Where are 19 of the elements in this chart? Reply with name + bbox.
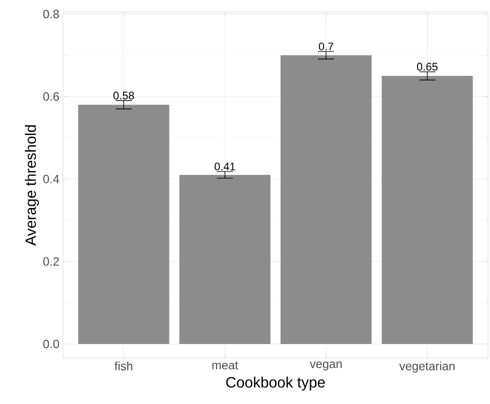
data-label: 0.58 [113, 92, 134, 100]
y-tick-label: 0.8 [43, 10, 59, 18]
x-axis-title: Cookbook type [226, 376, 325, 391]
y-axis-title: Average threshold [24, 125, 39, 246]
y-tick-label: 0.4 [43, 174, 60, 184]
y-tick-label: 0.0 [43, 340, 60, 348]
x-tick-label: fish [114, 362, 132, 370]
y-tick-label: 0.2 [43, 257, 59, 266]
bar [78, 104, 170, 344]
x-tick-label: meat [212, 362, 238, 370]
x-tick-label: vegetarian [399, 362, 455, 373]
bar [382, 76, 473, 344]
bar [280, 55, 372, 344]
data-label: 0.41 [214, 162, 236, 170]
y-tick-label: 0.6 [43, 92, 59, 101]
data-label: 0.65 [417, 62, 438, 71]
x-tick-label: vegan [310, 362, 342, 370]
bar [179, 174, 270, 344]
data-label: 0.7 [318, 42, 334, 50]
